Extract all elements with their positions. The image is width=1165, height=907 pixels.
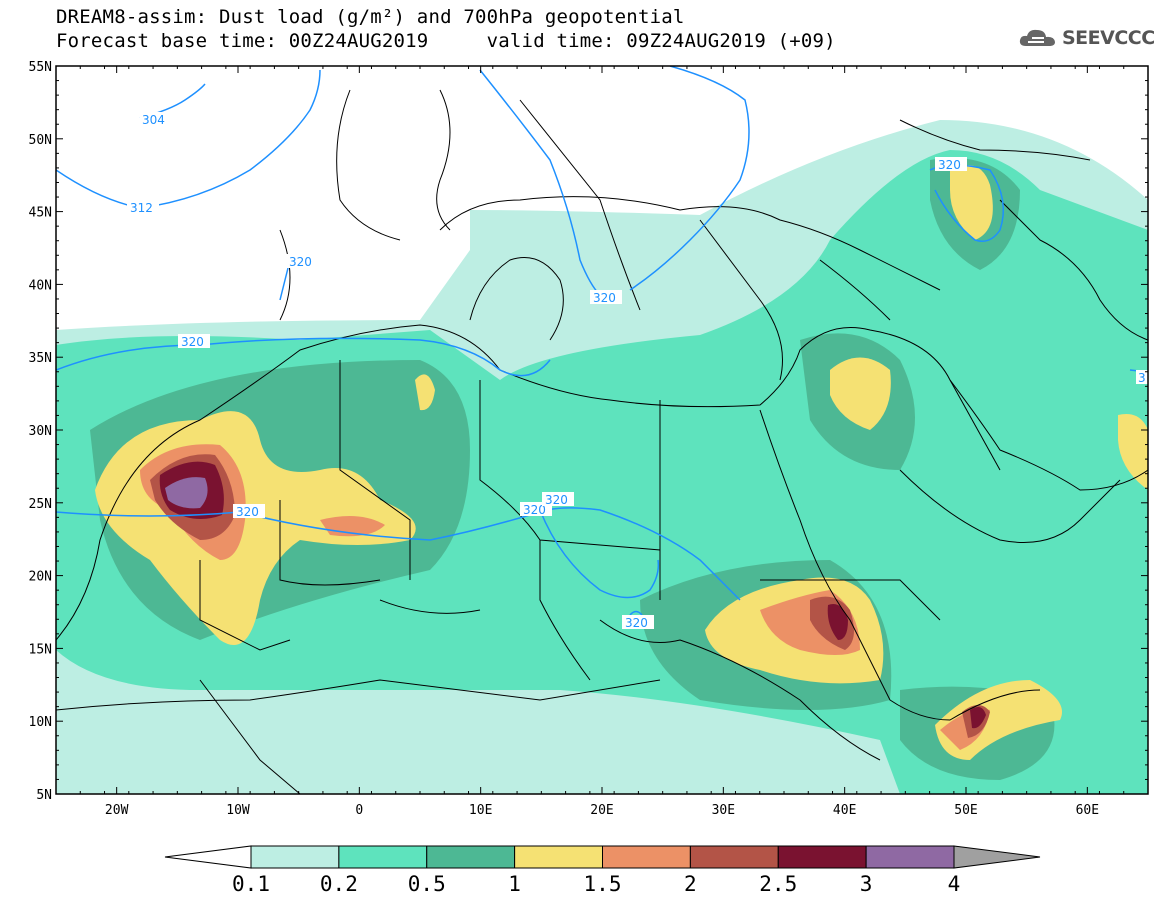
forecast-times: Forecast base time: 00Z24AUG2019 valid t… (56, 30, 836, 52)
seevccc-logo: SEEVCCC (1018, 26, 1155, 50)
contour-label: 320 (289, 255, 312, 269)
lon-label: 40E (833, 803, 856, 818)
contour-label: 320 (523, 503, 546, 517)
colorbar-label: 3 (860, 872, 873, 896)
colorbar-swatch (426, 845, 516, 869)
colorbar-swatch (514, 845, 603, 869)
lon-label: 20W (105, 803, 129, 818)
colorbar: 0.1 0.2 0.5 1 1.5 2 2.5 3 4 (164, 845, 1041, 896)
lon-label: 60E (1076, 803, 1099, 818)
contour-label: 320 (545, 493, 568, 507)
colorbar-label: 2 (684, 872, 697, 896)
colorbar-label: 4 (948, 872, 961, 896)
lon-label: 0 (355, 803, 363, 818)
cloud-icon (1019, 29, 1055, 46)
colorbar-label: 0.2 (320, 872, 358, 896)
lat-label: 15N (29, 642, 52, 657)
contour-label: 320 (938, 158, 961, 172)
lat-label: 5N (36, 788, 52, 803)
lat-label: 30N (29, 424, 52, 439)
lat-label: 40N (29, 278, 52, 293)
colorbar-swatch (602, 845, 691, 869)
colorbar-min-arrow (164, 845, 252, 869)
contour-label: 312 (130, 201, 153, 215)
contour-label: 304 (142, 113, 165, 127)
colorbar-label: 2.5 (759, 872, 797, 896)
lon-label: 50E (954, 803, 977, 818)
lat-label: 35N (29, 351, 52, 366)
colorbar-max-arrow (953, 845, 1041, 869)
colorbar-swatch (250, 845, 340, 869)
lon-label: 30E (712, 803, 735, 818)
lon-label: 20E (590, 803, 613, 818)
colorbar-swatch (338, 845, 428, 869)
contour-labels: 304 312 320 320 320 320 320 320 320 320 … (127, 112, 1148, 630)
contour-label: 3 (1138, 371, 1146, 385)
lon-label: 10W (226, 803, 250, 818)
colorbar-label: 1 (508, 872, 521, 896)
colorbar-label: 1.5 (584, 872, 622, 896)
lat-label: 45N (29, 206, 52, 221)
lat-label: 20N (29, 570, 52, 585)
lon-label: 10E (469, 803, 492, 818)
colorbar-swatch (689, 845, 779, 869)
contour-label: 320 (181, 335, 204, 349)
colorbar-swatch (865, 845, 955, 869)
contour-label: 320 (625, 616, 648, 630)
colorbar-swatch (777, 845, 867, 869)
contour-label: 320 (236, 505, 259, 519)
logo-text: SEEVCCC (1062, 27, 1155, 49)
longitude-axis: 20W 10W 0 10E 20E 30E 40E 50E 60E (55, 66, 1149, 818)
lat-label: 55N (29, 60, 52, 75)
colorbar-label: 0.5 (408, 872, 446, 896)
lat-label: 50N (29, 133, 52, 148)
latitude-axis: 55N 50N 45N 40N 35N 30N 25N 20N 15N 10N 5N (29, 60, 1148, 803)
lat-label: 25N (29, 497, 52, 512)
contour-label: 320 (593, 291, 616, 305)
dust-field (56, 120, 1148, 794)
geopotential-contours (56, 66, 1148, 616)
colorbar-label: 0.1 (232, 872, 270, 896)
lat-label: 10N (29, 715, 52, 730)
country-borders (56, 89, 1148, 794)
chart-title: DREAM8-assim: Dust load (g/m²) and 700hP… (56, 6, 685, 28)
